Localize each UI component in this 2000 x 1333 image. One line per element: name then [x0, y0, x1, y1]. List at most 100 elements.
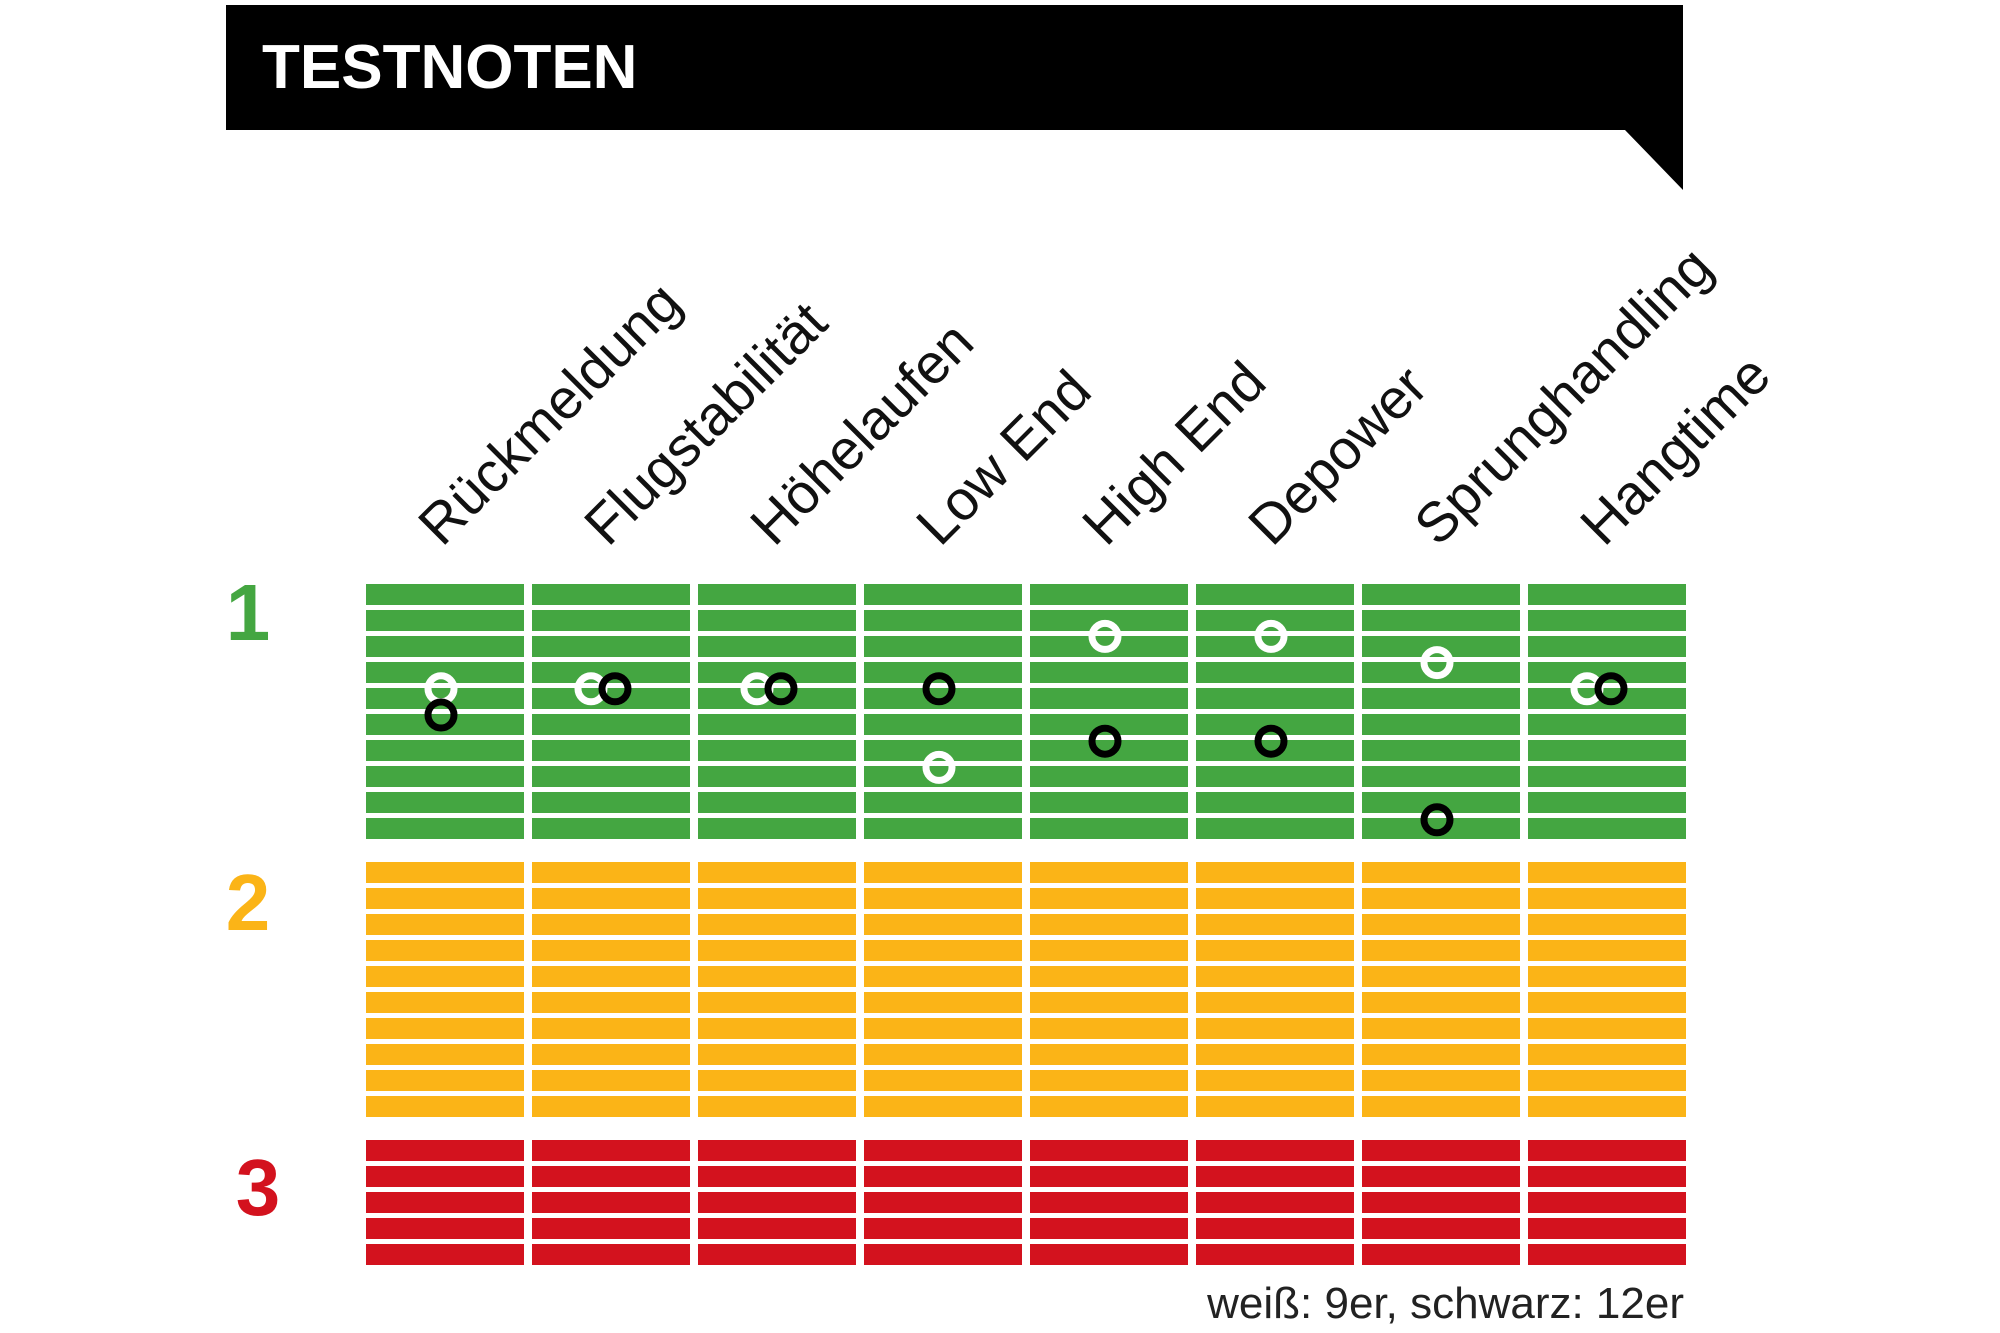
- band-stripe-grade3: [1528, 1140, 1686, 1161]
- band-stripe-grade1: [864, 714, 1022, 735]
- band-stripe-grade2: [1362, 1070, 1520, 1091]
- band-stripe-grade1: [1196, 766, 1354, 787]
- band-stripe-grade3: [1196, 1166, 1354, 1187]
- grade-labels: 1 2 3: [226, 568, 281, 1232]
- band-stripe-grade2: [366, 992, 524, 1013]
- band-stripe-grade2: [698, 914, 856, 935]
- band-stripe-grade2: [1196, 992, 1354, 1013]
- band-stripe-grade1: [1362, 740, 1520, 761]
- band-stripe-grade2: [366, 1018, 524, 1039]
- band-stripe-grade2: [1196, 1096, 1354, 1117]
- band-stripe-grade1: [864, 662, 1022, 683]
- band-stripe-grade3: [864, 1192, 1022, 1213]
- band-stripe-grade1: [698, 792, 856, 813]
- band-stripe-grade1: [366, 636, 524, 657]
- band-stripe-grade1: [1030, 714, 1188, 735]
- marker-9er: [1254, 619, 1288, 653]
- band-stripe-grade1: [864, 792, 1022, 813]
- band-stripe-grade3: [1030, 1244, 1188, 1265]
- band-stripe-grade1: [864, 610, 1022, 631]
- band-stripe-grade1: [698, 662, 856, 683]
- band-stripe-grade2: [1196, 1070, 1354, 1091]
- band-stripe-grade3: [1030, 1218, 1188, 1239]
- band-stripe-grade2: [1030, 862, 1188, 883]
- band-stripe-grade3: [1030, 1140, 1188, 1161]
- band-stripe-grade3: [532, 1244, 690, 1265]
- band-stripe-grade1: [698, 818, 856, 839]
- band-stripe-grade3: [366, 1166, 524, 1187]
- band-stripe-grade3: [698, 1218, 856, 1239]
- band-stripe-grade2: [1362, 1018, 1520, 1039]
- band-stripe-grade1: [532, 740, 690, 761]
- band-stripe-grade2: [698, 966, 856, 987]
- band-stripe-grade1: [1030, 584, 1188, 605]
- band-stripe-grade1: [532, 610, 690, 631]
- band-stripe-grade2: [864, 914, 1022, 935]
- band-stripe-grade1: [1528, 792, 1686, 813]
- band-stripe-grade1: [532, 636, 690, 657]
- grade-bands: [366, 584, 1686, 1265]
- band-stripe-grade2: [1528, 966, 1686, 987]
- band-stripe-grade2: [366, 1096, 524, 1117]
- band-stripe-grade2: [864, 992, 1022, 1013]
- band-stripe-grade2: [532, 992, 690, 1013]
- band-stripe-grade1: [366, 792, 524, 813]
- marker-9er: [1420, 646, 1454, 680]
- band-stripe-grade2: [1196, 914, 1354, 935]
- band-stripe-grade2: [1528, 992, 1686, 1013]
- band-stripe-grade3: [532, 1218, 690, 1239]
- band-stripe-grade3: [1196, 1140, 1354, 1161]
- band-stripe-grade2: [698, 1070, 856, 1091]
- band-stripe-grade2: [1362, 1096, 1520, 1117]
- marker-12er: [424, 698, 458, 732]
- band-stripe-grade2: [1528, 888, 1686, 909]
- grade-label-1: 1: [226, 568, 271, 657]
- band-stripe-grade3: [864, 1244, 1022, 1265]
- band-stripe-grade3: [864, 1166, 1022, 1187]
- band-stripe-grade2: [1362, 992, 1520, 1013]
- band-stripe-grade1: [1362, 584, 1520, 605]
- band-stripe-grade1: [698, 740, 856, 761]
- band-stripe-grade1: [1196, 714, 1354, 735]
- band-stripe-grade1: [366, 740, 524, 761]
- band-stripe-grade2: [864, 1018, 1022, 1039]
- band-stripe-grade3: [1528, 1218, 1686, 1239]
- band-stripe-grade3: [698, 1166, 856, 1187]
- band-stripe-grade2: [1196, 862, 1354, 883]
- category-label: Sprunghandling: [1402, 235, 1724, 557]
- band-stripe-grade1: [366, 662, 524, 683]
- band-stripe-grade1: [1362, 688, 1520, 709]
- band-stripe-grade2: [1196, 1044, 1354, 1065]
- data-markers: [424, 619, 1628, 837]
- marker-12er: [764, 672, 798, 706]
- band-stripe-grade2: [1030, 966, 1188, 987]
- band-stripe-grade2: [366, 1070, 524, 1091]
- band-stripe-grade2: [532, 914, 690, 935]
- band-stripe-grade3: [1362, 1244, 1520, 1265]
- band-stripe-grade2: [698, 1018, 856, 1039]
- band-stripe-grade1: [1528, 584, 1686, 605]
- band-stripe-grade2: [698, 992, 856, 1013]
- title-banner-shape: [226, 5, 1683, 190]
- band-stripe-grade2: [698, 940, 856, 961]
- band-stripe-grade2: [864, 966, 1022, 987]
- band-stripe-grade2: [1030, 888, 1188, 909]
- band-stripe-grade1: [1196, 818, 1354, 839]
- band-stripe-grade2: [366, 966, 524, 987]
- band-stripe-grade2: [698, 1096, 856, 1117]
- band-stripe-grade1: [698, 584, 856, 605]
- band-stripe-grade1: [1362, 714, 1520, 735]
- band-stripe-grade2: [1030, 1044, 1188, 1065]
- band-stripe-grade1: [1528, 662, 1686, 683]
- band-stripe-grade2: [532, 1018, 690, 1039]
- band-stripe-grade2: [532, 1096, 690, 1117]
- band-stripe-grade1: [1528, 714, 1686, 735]
- band-stripe-grade2: [366, 940, 524, 961]
- band-stripe-grade2: [1362, 966, 1520, 987]
- band-stripe-grade1: [1528, 610, 1686, 631]
- band-stripe-grade1: [366, 584, 524, 605]
- band-stripe-grade1: [532, 584, 690, 605]
- band-stripe-grade2: [1196, 966, 1354, 987]
